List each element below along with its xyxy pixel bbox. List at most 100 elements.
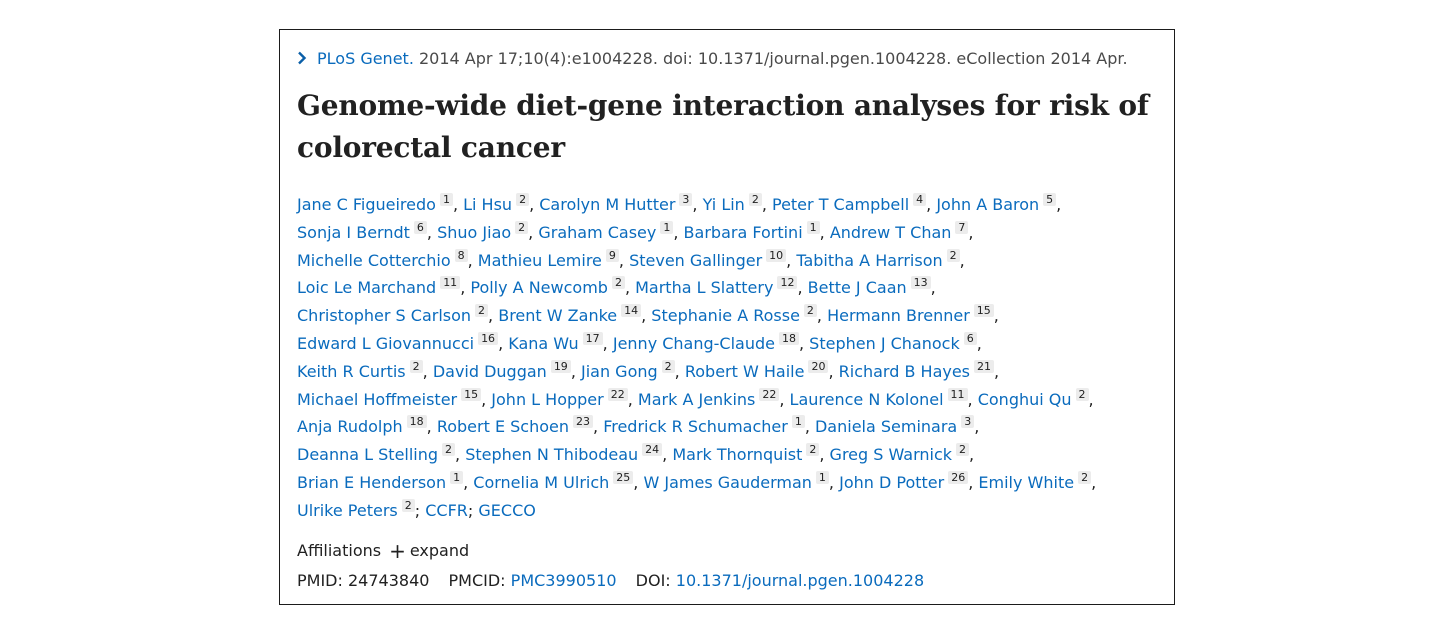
affiliation-number[interactable]: 22 (759, 387, 780, 401)
author-link[interactable]: Hermann Brenner (827, 306, 970, 326)
affiliation-number[interactable]: 3 (961, 415, 975, 429)
affiliation-number[interactable]: 2 (946, 248, 960, 262)
affiliation-number[interactable]: 4 (913, 193, 927, 206)
affiliation-number[interactable]: 24 (642, 443, 663, 457)
affiliation-number[interactable]: 12 (777, 276, 798, 290)
author-link[interactable]: Mathieu Lemire (477, 250, 602, 270)
affiliation-number[interactable]: 2 (442, 443, 456, 457)
author-link[interactable]: Anja Rudolph (297, 417, 403, 437)
author-link[interactable]: Mark A Jenkins (637, 389, 756, 409)
author-link[interactable]: Carolyn M Hutter (539, 195, 676, 214)
author-link[interactable]: Brian E Henderson (297, 472, 447, 492)
author-link[interactable]: David Duggan (432, 361, 547, 381)
affiliation-number[interactable]: 5 (1043, 193, 1057, 206)
author-link[interactable]: Loic Le Marchand (297, 278, 437, 298)
author-link[interactable]: Cornelia M Ulrich (473, 472, 610, 492)
affiliation-number[interactable]: 25 (613, 470, 634, 484)
author-link[interactable]: Stephen J Chanock (809, 333, 960, 353)
author-link[interactable]: John D Potter (839, 472, 945, 492)
journal-link[interactable]: PLoS Genet. (317, 49, 414, 68)
author-link[interactable]: Jian Gong (580, 361, 658, 381)
author-link[interactable]: Martha L Slattery (635, 278, 774, 298)
affiliation-number[interactable]: 20 (808, 359, 829, 373)
author-link[interactable]: Jane C Figueiredo (297, 195, 436, 214)
author-link[interactable]: Kana Wu (508, 333, 579, 353)
affiliation-number[interactable]: 3 (679, 193, 693, 206)
author-link[interactable]: Fredrick R Schumacher (603, 417, 788, 437)
author-link[interactable]: Greg S Warnick (829, 445, 953, 465)
affiliation-number[interactable]: 1 (450, 470, 464, 484)
affiliation-number[interactable]: 13 (910, 276, 931, 290)
author-link[interactable]: Brent W Zanke (498, 306, 618, 326)
author-link[interactable]: Robert W Haile (684, 361, 805, 381)
affiliation-number[interactable]: 2 (475, 304, 489, 318)
affiliation-number[interactable]: 2 (611, 276, 625, 290)
affiliation-number[interactable]: 8 (454, 248, 468, 262)
affiliation-number[interactable]: 18 (406, 415, 427, 429)
collaboration-group-link[interactable]: CCFR (425, 500, 468, 520)
author-link[interactable]: Bette J Caan (807, 278, 907, 298)
author-link[interactable]: Li Hsu (463, 195, 513, 214)
author-link[interactable]: Christopher S Carlson (297, 306, 472, 326)
affiliation-number[interactable]: 1 (791, 415, 805, 429)
author-link[interactable]: Daniela Seminara (814, 417, 958, 437)
chevron-right-icon[interactable] (297, 47, 311, 71)
affiliation-number[interactable]: 15 (461, 387, 482, 401)
author-link[interactable]: Yi Lin (702, 195, 745, 214)
affiliation-number[interactable]: 2 (956, 443, 970, 457)
author-link[interactable]: W James Gauderman (643, 472, 812, 492)
author-link[interactable]: John A Baron (936, 195, 1040, 214)
affiliation-number[interactable]: 1 (439, 193, 453, 206)
affiliation-number[interactable]: 2 (803, 304, 817, 318)
affiliation-number[interactable]: 2 (515, 220, 529, 234)
affiliation-number[interactable]: 2 (409, 359, 423, 373)
author-link[interactable]: Stephen N Thibodeau (465, 445, 639, 465)
affiliation-number[interactable]: 26 (948, 470, 969, 484)
affiliation-number[interactable]: 17 (582, 331, 603, 345)
affiliation-number[interactable]: 2 (1078, 470, 1092, 484)
affiliation-number[interactable]: 16 (478, 331, 499, 345)
author-link[interactable]: Robert E Schoen (436, 417, 570, 437)
affiliation-number[interactable]: 6 (413, 220, 427, 234)
affiliation-number[interactable]: 2 (401, 498, 415, 512)
author-link[interactable]: Mark Thornquist (672, 445, 803, 465)
affiliation-number[interactable]: 2 (516, 193, 530, 206)
affiliation-number[interactable]: 22 (607, 387, 628, 401)
author-link[interactable]: Deanna L Stelling (297, 445, 439, 465)
author-link[interactable]: Tabitha A Harrison (796, 250, 943, 270)
author-link[interactable]: Graham Casey (538, 222, 657, 242)
author-link[interactable]: Peter T Campbell (771, 195, 910, 214)
affiliation-number[interactable]: 7 (955, 220, 969, 234)
affiliation-number[interactable]: 2 (661, 359, 675, 373)
author-link[interactable]: Michelle Cotterchio (297, 250, 451, 270)
affiliation-number[interactable]: 1 (806, 220, 820, 234)
author-link[interactable]: Conghui Qu (977, 389, 1072, 409)
affiliation-number[interactable]: 21 (974, 359, 995, 373)
affiliation-number[interactable]: 18 (779, 331, 799, 345)
pmcid-link[interactable]: PMC3990510 (510, 570, 617, 590)
affiliation-number[interactable]: 11 (947, 387, 968, 401)
author-link[interactable]: Sonja I Berndt (297, 222, 410, 242)
affiliation-number[interactable]: 2 (806, 443, 820, 457)
affiliation-number[interactable]: 6 (963, 331, 977, 345)
author-link[interactable]: Jenny Chang-Claude (612, 333, 775, 353)
affiliation-number[interactable]: 1 (815, 470, 829, 484)
affiliation-number[interactable]: 2 (748, 193, 762, 206)
author-link[interactable]: Laurence N Kolonel (789, 389, 944, 409)
author-link[interactable]: John L Hopper (491, 389, 604, 409)
author-link[interactable]: Polly A Newcomb (470, 278, 608, 298)
affiliation-number[interactable]: 14 (621, 304, 642, 318)
affiliation-number[interactable]: 15 (973, 304, 994, 318)
affiliation-number[interactable]: 11 (440, 276, 461, 290)
plus-icon[interactable]: + (389, 538, 406, 563)
affiliation-number[interactable]: 10 (766, 248, 787, 262)
author-link[interactable]: Edward L Giovannucci (297, 333, 475, 353)
author-link[interactable]: Barbara Fortini (683, 222, 803, 242)
author-link[interactable]: Michael Hoffmeister (297, 389, 458, 409)
author-link[interactable]: Keith R Curtis (297, 361, 406, 381)
author-link[interactable]: Andrew T Chan (829, 222, 952, 242)
affiliation-number[interactable]: 1 (660, 220, 674, 234)
author-link[interactable]: Emily White (978, 472, 1075, 492)
affiliation-number[interactable]: 19 (550, 359, 571, 373)
affiliation-number[interactable]: 2 (1075, 387, 1089, 401)
